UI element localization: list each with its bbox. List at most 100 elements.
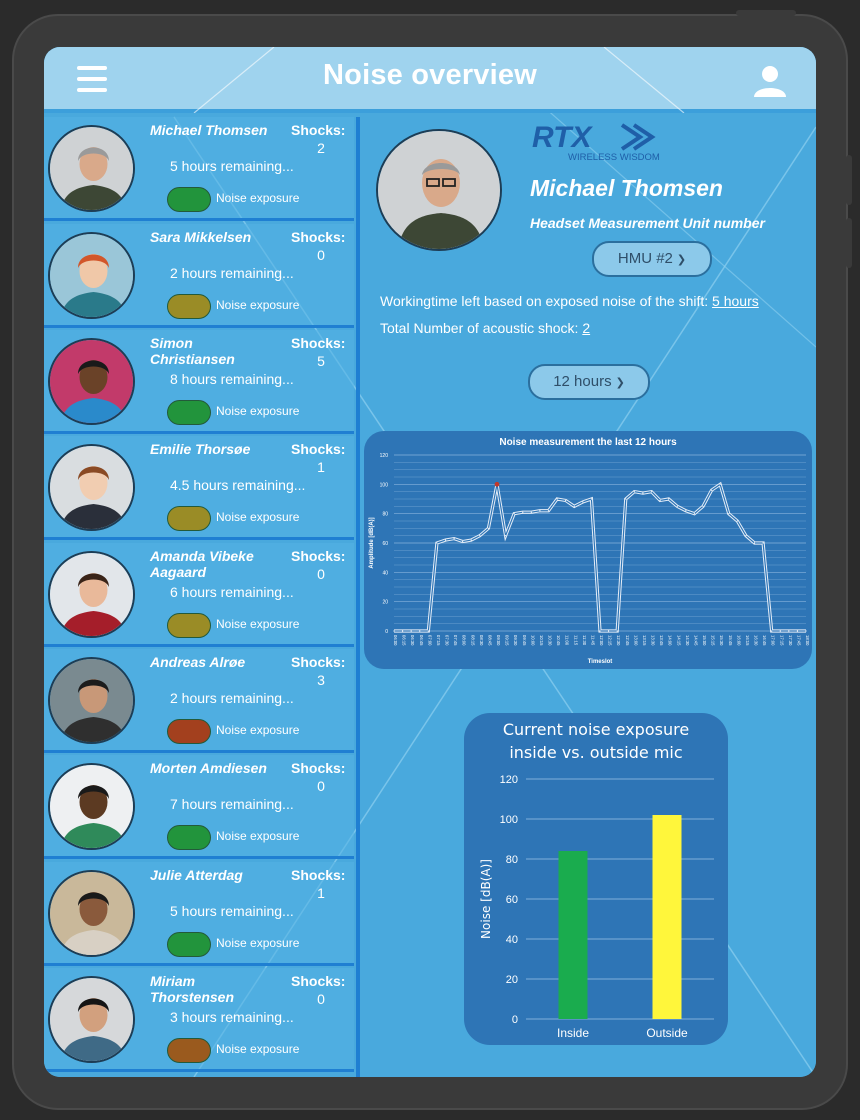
logo-text: RTX [532, 123, 593, 154]
shocks-count: 1 [317, 459, 325, 475]
x-tick-label: 08:30 [479, 635, 484, 646]
time-remaining: 6 hours remaining... [170, 584, 294, 600]
data-point [659, 499, 661, 502]
data-point [710, 489, 713, 491]
data-point [393, 630, 395, 632]
noise-status-indicator [167, 400, 211, 425]
acoustic-shock-label: Total Number of acoustic shock: [380, 320, 579, 336]
chart-title: Current noise exposure inside vs. outside… [503, 720, 689, 762]
data-point [745, 535, 747, 537]
data-point [410, 630, 412, 632]
data-point [668, 498, 670, 500]
employee-list-item[interactable]: Julie Atterdag Shocks: 1 5 hours remaini… [44, 862, 354, 966]
shocks-count: 3 [317, 672, 325, 688]
x-tick-label: 10:45 [556, 635, 561, 646]
noise-line-chart-card: Noise measurement the last 12 hours 0 20 40… [364, 431, 812, 669]
y-tick-label: 20 [506, 974, 518, 986]
noise-status-indicator [167, 1038, 211, 1063]
logo-tagline: WIRELESS WISDOM [568, 152, 660, 163]
data-point [788, 630, 790, 632]
data-point [479, 535, 481, 537]
employee-list-item[interactable]: Sara Mikkelsen Shocks: 0 2 hours remaini… [44, 224, 354, 328]
y-tick-label: 40 [506, 934, 518, 946]
hmu-select[interactable]: HMU #2 ❯ [592, 241, 712, 277]
volume-button [846, 218, 852, 268]
y-tick-label: 120 [380, 453, 389, 459]
noise-exposure-label: Noise exposure [216, 1042, 300, 1056]
y-tick-label: 100 [380, 482, 389, 488]
x-tick-label: 11:00 [565, 635, 570, 646]
data-point [762, 542, 764, 544]
noise-bar-chart-card: Current noise exposure inside vs. outside… [464, 713, 728, 1045]
noise-status-indicator [167, 613, 211, 638]
noise-status-indicator [167, 825, 211, 850]
employee-name: Sara Mikkelsen [150, 229, 252, 245]
power-button [736, 10, 796, 16]
employee-list-item[interactable]: Miriam Thorstensen Shocks: 0 3 hours rem… [44, 968, 354, 1072]
employee-name: Julie Atterdag [150, 867, 243, 883]
x-tick-label: 13:15 [642, 635, 647, 646]
employee-list-item[interactable]: Emilie Thorsøe Shocks: 1 4.5 hours remai… [44, 436, 354, 540]
data-point [616, 630, 618, 632]
x-tick-label: 08:45 [487, 635, 492, 646]
employee-avatar [48, 551, 135, 638]
x-tick-label: Inside [557, 1026, 589, 1040]
employee-name: Emilie Thorsøe [150, 441, 251, 457]
time-remaining: 4.5 hours remaining... [170, 477, 306, 493]
chevron-down-icon: ❯ [615, 377, 625, 389]
data-point [547, 510, 550, 512]
working-time-value[interactable]: 5 hours [712, 293, 759, 309]
employee-avatar [48, 125, 135, 212]
shocks-label: Shocks: [291, 335, 346, 351]
app-screen: Noise overview Michael Thomsen Shocks: 2… [44, 47, 816, 1077]
employee-name: Michael Thomsen [150, 122, 268, 138]
employee-list-item[interactable]: Michael Thomsen Shocks: 2 5 hours remain… [44, 117, 354, 221]
noise-exposure-label: Noise exposure [216, 298, 300, 312]
data-point [771, 630, 773, 632]
data-point [556, 498, 558, 500]
data-point [522, 511, 524, 513]
data-point [419, 630, 421, 632]
bar-inside [558, 851, 588, 1019]
employee-name: Simon Christiansen [150, 335, 235, 367]
hamburger-menu-icon[interactable] [77, 66, 107, 92]
acoustic-shock-value[interactable]: 2 [582, 320, 591, 336]
volume-button [846, 155, 852, 205]
employee-list-item[interactable]: Amanda Vibeke Aagaard Shocks: 0 6 hours … [44, 543, 354, 647]
x-tick-label: 11:30 [582, 635, 587, 646]
employee-name: Miriam Thorstensen [150, 973, 235, 1005]
y-tick-label: 80 [506, 854, 518, 866]
noise-exposure-label: Noise exposure [216, 723, 300, 737]
noise-exposure-label: Noise exposure [216, 936, 300, 950]
data-point [487, 527, 490, 529]
x-tick-label: 16:30 [754, 635, 759, 646]
employee-list-item[interactable]: Simon Christiansen Shocks: 5 8 hours rem… [44, 330, 354, 434]
y-tick-label: 0 [385, 629, 388, 635]
x-tick-label: 12:30 [616, 635, 621, 646]
data-point [539, 510, 541, 512]
y-tick-label: 60 [506, 894, 518, 906]
data-point [796, 630, 799, 632]
acoustic-shock-info: Total Number of acoustic shock: 2 [380, 320, 590, 336]
period-select[interactable]: 12 hours ❯ [528, 364, 650, 400]
data-point [642, 492, 644, 494]
x-tick-label: 17:30 [788, 635, 793, 646]
noise-exposure-label: Noise exposure [216, 617, 300, 631]
employee-list-item[interactable]: Andreas Alrøe Shocks: 3 2 hours remainin… [44, 649, 354, 753]
x-tick-label: 13:45 [659, 635, 664, 646]
data-point [736, 520, 738, 522]
period-select-value: 12 hours [553, 373, 612, 390]
x-tick-label: 15:45 [728, 635, 733, 646]
y-axis-label: Amplitude [dB(A)] [369, 517, 375, 568]
list-divider [356, 117, 360, 1077]
data-point [633, 491, 635, 493]
x-tick-label: 07:30 [445, 635, 450, 646]
x-tick-label: 11:15 [573, 635, 578, 646]
top-bar: Noise overview [44, 47, 816, 113]
x-tick-label: 17:00 [771, 635, 776, 646]
time-remaining: 2 hours remaining... [170, 690, 294, 706]
user-profile-icon[interactable] [752, 63, 788, 99]
employee-list-item[interactable]: Morten Amdiesen Shocks: 0 7 hours remain… [44, 755, 354, 859]
x-tick-label: 08:00 [462, 635, 467, 646]
time-remaining: 7 hours remaining... [170, 796, 294, 812]
